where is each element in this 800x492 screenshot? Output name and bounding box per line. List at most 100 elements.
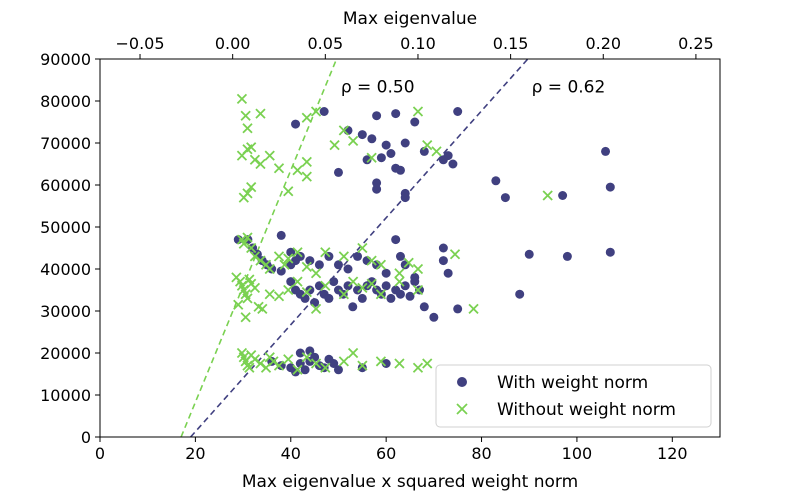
data-point-with-weight-norm	[305, 256, 315, 266]
data-point-without-weight-norm	[255, 255, 266, 266]
data-point-without-weight-norm	[320, 280, 331, 291]
data-point-with-weight-norm	[372, 178, 382, 188]
top-axis-ticks: −0.05 0.00 0.05 0.10 0.15 0.20 0.25	[116, 34, 714, 59]
data-point-with-weight-norm	[372, 184, 382, 194]
data-point-without-weight-norm	[412, 284, 424, 296]
y-tick-label: 30000	[40, 302, 91, 321]
y-tick-label: 10000	[40, 386, 91, 405]
data-point-without-weight-norm	[249, 251, 261, 262]
data-point-with-weight-norm	[386, 149, 396, 158]
data-point-without-weight-norm	[255, 158, 266, 170]
plot-frame	[99, 58, 721, 438]
top-tick-label: 0.25	[678, 34, 714, 53]
legend-marker-without-weight-norm	[456, 403, 468, 415]
data-point-with-weight-norm	[276, 230, 286, 240]
data-point-with-weight-norm	[343, 264, 353, 274]
data-point-with-weight-norm	[524, 249, 534, 259]
legend-label-with-weight-norm: With weight norm	[497, 373, 648, 393]
fit-line	[190, 58, 529, 438]
data-point-with-weight-norm	[367, 134, 377, 144]
x-tick-label: 80	[471, 444, 491, 463]
data-point-without-weight-norm	[242, 232, 253, 243]
data-point-without-weight-norm	[273, 251, 285, 262]
data-point-without-weight-norm	[310, 268, 322, 279]
y-tick-label: 0	[81, 428, 91, 447]
data-point-without-weight-norm	[412, 263, 424, 275]
data-point-without-weight-norm	[283, 186, 294, 197]
data-point-without-weight-norm	[292, 364, 303, 375]
y-tick-label: 80000	[40, 92, 91, 111]
data-point-with-weight-norm	[362, 256, 372, 266]
data-point-with-weight-norm	[300, 293, 310, 303]
data-point-without-weight-norm	[264, 289, 275, 300]
data-point-with-weight-norm	[333, 365, 343, 375]
data-point-with-weight-norm	[357, 130, 367, 140]
data-point-with-weight-norm	[410, 117, 420, 127]
data-point-with-weight-norm	[267, 264, 277, 274]
legend-label-without-weight-norm: Without weight norm	[497, 400, 676, 420]
data-point-without-weight-norm	[338, 289, 349, 300]
data-point-with-weight-norm	[314, 260, 324, 270]
data-point-without-weight-norm	[301, 286, 312, 298]
data-points	[231, 93, 615, 377]
data-point-with-weight-norm	[376, 153, 386, 163]
data-point-with-weight-norm	[381, 140, 391, 150]
data-point-without-weight-norm	[366, 255, 377, 266]
data-point-without-weight-norm	[394, 268, 405, 279]
data-point-without-weight-norm	[403, 257, 414, 268]
data-point-without-weight-norm	[292, 247, 303, 258]
data-point-with-weight-norm	[605, 247, 615, 257]
data-point-with-weight-norm	[362, 155, 372, 165]
data-point-with-weight-norm	[515, 289, 525, 299]
data-point-with-weight-norm	[329, 359, 339, 368]
data-point-with-weight-norm	[381, 359, 391, 368]
data-point-with-weight-norm	[248, 243, 258, 253]
top-tick-label: 0.20	[585, 34, 621, 53]
data-point-without-weight-norm	[357, 282, 368, 294]
data-point-without-weight-norm	[279, 259, 290, 270]
data-point-without-weight-norm	[249, 282, 261, 294]
data-point-without-weight-norm	[301, 156, 312, 168]
y-tick-label: 40000	[40, 260, 91, 279]
data-point-with-weight-norm	[562, 251, 572, 261]
data-point-with-weight-norm	[395, 251, 405, 261]
data-point-with-weight-norm	[453, 107, 463, 116]
data-point-without-weight-norm	[301, 261, 312, 273]
data-point-without-weight-norm	[264, 263, 275, 275]
data-point-with-weight-norm	[438, 256, 448, 266]
data-point-without-weight-norm	[292, 276, 303, 287]
data-point-without-weight-norm	[422, 358, 433, 369]
data-point-without-weight-norm	[394, 276, 405, 287]
data-point-with-weight-norm	[291, 119, 301, 129]
data-point-with-weight-norm	[305, 346, 315, 356]
data-point-with-weight-norm	[558, 191, 568, 200]
data-point-with-weight-norm	[357, 293, 367, 303]
data-point-without-weight-norm	[283, 253, 294, 264]
data-point-without-weight-norm	[249, 154, 261, 165]
data-point-without-weight-norm	[240, 312, 251, 323]
data-point-without-weight-norm	[238, 192, 249, 203]
data-point-with-weight-norm	[429, 312, 439, 322]
data-point-without-weight-norm	[264, 150, 275, 161]
data-point-without-weight-norm	[366, 278, 377, 289]
data-point-without-weight-norm	[320, 362, 331, 373]
data-point-with-weight-norm	[329, 277, 339, 287]
data-point-with-weight-norm	[400, 138, 410, 148]
x-axis-ticks: 0 20 40 60 80 100 120	[95, 437, 688, 463]
data-point-with-weight-norm	[438, 243, 448, 253]
data-point-with-weight-norm	[391, 109, 401, 119]
data-point-with-weight-norm	[400, 281, 410, 291]
data-point-without-weight-norm	[233, 299, 244, 310]
data-point-without-weight-norm	[249, 354, 261, 365]
data-point-with-weight-norm	[601, 146, 611, 156]
data-point-without-weight-norm	[338, 356, 349, 367]
data-point-without-weight-norm	[542, 190, 553, 201]
top-tick-label: 0.10	[400, 34, 436, 53]
data-point-with-weight-norm	[348, 302, 358, 312]
x-axis-label: Max eigenvalue x squared weight norm	[242, 472, 578, 492]
data-point-with-weight-norm	[391, 235, 401, 245]
data-point-without-weight-norm	[273, 163, 285, 174]
data-point-without-weight-norm	[283, 354, 294, 365]
data-point-with-weight-norm	[386, 293, 396, 303]
